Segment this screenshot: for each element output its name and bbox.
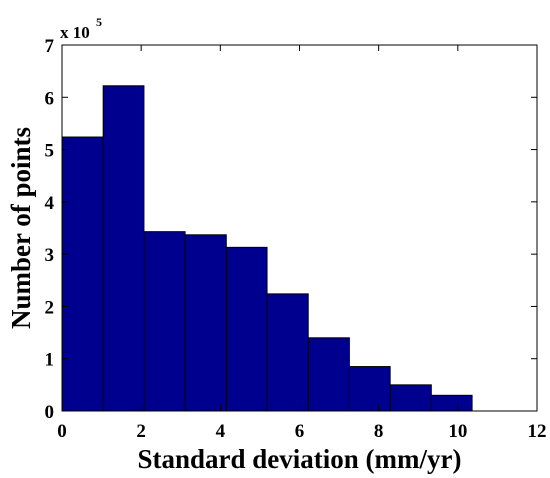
histogram-bar-2 xyxy=(102,85,145,412)
bars-group xyxy=(61,85,473,412)
histogram-bar-4 xyxy=(184,234,227,412)
x-axis-title: Standard deviation (mm/yr) xyxy=(138,444,462,474)
x-tick-label-0: 0 xyxy=(57,421,67,442)
x-tick-label-4: 4 xyxy=(216,421,226,442)
y-tick-label-0: 0 xyxy=(45,402,55,423)
histogram-bar-3 xyxy=(143,231,186,412)
x-tick-label-10: 10 xyxy=(448,421,467,442)
histogram-bar-9 xyxy=(389,384,432,412)
histogram-bar-6 xyxy=(266,293,309,412)
y-tick-label-7: 7 xyxy=(45,36,55,57)
histogram-bar-1 xyxy=(61,136,104,412)
y-axis-title: Number of points xyxy=(6,127,36,329)
y-tick-label-6: 6 xyxy=(45,88,55,109)
x-tick-label-2: 2 xyxy=(136,421,146,442)
y-tick-label-5: 5 xyxy=(45,141,55,162)
histogram-bar-5 xyxy=(225,246,268,412)
y-multiplier-exponent: 5 xyxy=(96,15,102,29)
y-multiplier-label: x 10 xyxy=(60,23,90,42)
histogram-bar-8 xyxy=(348,366,391,412)
histogram-bar-7 xyxy=(307,337,350,412)
y-tick-label-4: 4 xyxy=(45,193,55,214)
y-tick-label-2: 2 xyxy=(45,297,55,318)
x-tick-label-12: 12 xyxy=(528,421,547,442)
x-tick-label-8: 8 xyxy=(374,421,384,442)
x-tick-label-6: 6 xyxy=(295,421,305,442)
y-tick-label-3: 3 xyxy=(45,245,55,266)
histogram-bar-10 xyxy=(430,394,473,412)
y-tick-label-1: 1 xyxy=(45,350,55,371)
